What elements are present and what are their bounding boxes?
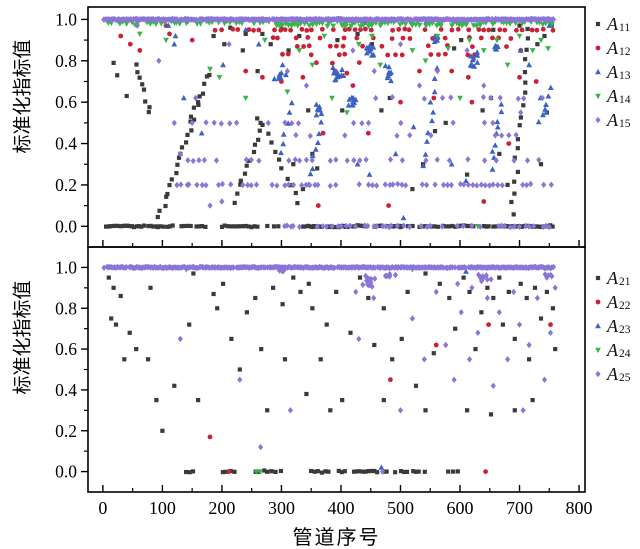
y-axis-label-top: 标准化指标值 <box>12 39 34 154</box>
legend-marker-triangle-up-icon <box>595 322 601 329</box>
svg-text:0.4: 0.4 <box>55 134 77 154</box>
svg-text:0: 0 <box>98 498 107 518</box>
legend-item: A 11 <box>592 12 631 36</box>
legend-marker-circle-icon <box>595 299 601 305</box>
y-axis-label-bottom: 标准化指标值 <box>12 280 34 395</box>
legend-label: A <box>607 110 618 130</box>
legend-top: A 11 A 12 A 13 A 14 A 15 <box>592 12 631 132</box>
legend-marker-square-icon <box>595 275 601 281</box>
legend-bottom: A 21 A 22 A 23 A 24 A 25 <box>592 266 631 386</box>
legend-marker-diamond-icon <box>595 116 601 124</box>
svg-text:200: 200 <box>208 498 235 518</box>
legend-label: A <box>607 38 618 58</box>
legend-label: A <box>607 340 618 360</box>
svg-text:0.8: 0.8 <box>55 51 77 71</box>
legend-item: A 12 <box>592 36 631 60</box>
svg-text:0.6: 0.6 <box>55 92 77 112</box>
svg-text:0.6: 0.6 <box>55 339 77 359</box>
svg-text:1.0: 1.0 <box>55 9 77 29</box>
legend-marker-diamond-icon <box>595 370 601 378</box>
svg-text:400: 400 <box>327 498 354 518</box>
legend-label: A <box>607 268 618 288</box>
legend-marker-circle-icon <box>595 45 601 51</box>
legend-label: A <box>607 62 618 82</box>
legend-item: A 24 <box>592 338 631 362</box>
svg-text:300: 300 <box>268 498 295 518</box>
legend-marker-triangle-up-icon <box>595 68 601 75</box>
svg-text:0.0: 0.0 <box>55 216 77 236</box>
legend-label: A <box>607 86 618 106</box>
svg-text:0.0: 0.0 <box>55 462 77 482</box>
legend-item: A 25 <box>592 362 631 386</box>
svg-text:500: 500 <box>387 498 414 518</box>
svg-text:600: 600 <box>447 498 474 518</box>
axes-frame <box>81 6 586 493</box>
x-axis-label: 管道序号 <box>292 527 381 549</box>
legend-item: A 21 <box>592 266 631 290</box>
legend-item: A 22 <box>592 290 631 314</box>
legend-item: A 13 <box>592 60 631 84</box>
legend-marker-square-icon <box>595 21 601 27</box>
svg-text:0.8: 0.8 <box>55 298 77 318</box>
svg-text:800: 800 <box>566 498 593 518</box>
legend-item: A 14 <box>592 84 631 108</box>
svg-text:0.2: 0.2 <box>55 175 77 195</box>
svg-text:1.0: 1.0 <box>55 257 77 277</box>
legend-label: A <box>607 292 618 312</box>
svg-text:0.2: 0.2 <box>55 421 77 441</box>
legend-label: A <box>607 316 618 336</box>
legend-marker-triangle-down-icon <box>595 347 601 354</box>
svg-text:100: 100 <box>149 498 176 518</box>
legend-label: A <box>607 14 618 34</box>
legend-item: A 23 <box>592 314 631 338</box>
svg-text:0.4: 0.4 <box>55 380 77 400</box>
tick-labels: 0.0 0.2 0.4 0.6 0.8 1.0 0.0 0.2 0.4 0.6 0.8 1.0 0 100… <box>55 9 592 518</box>
svg-text:700: 700 <box>506 498 533 518</box>
legend-marker-triangle-down-icon <box>595 93 601 100</box>
legend-label: A <box>607 364 618 384</box>
legend-item: A 15 <box>592 108 631 132</box>
